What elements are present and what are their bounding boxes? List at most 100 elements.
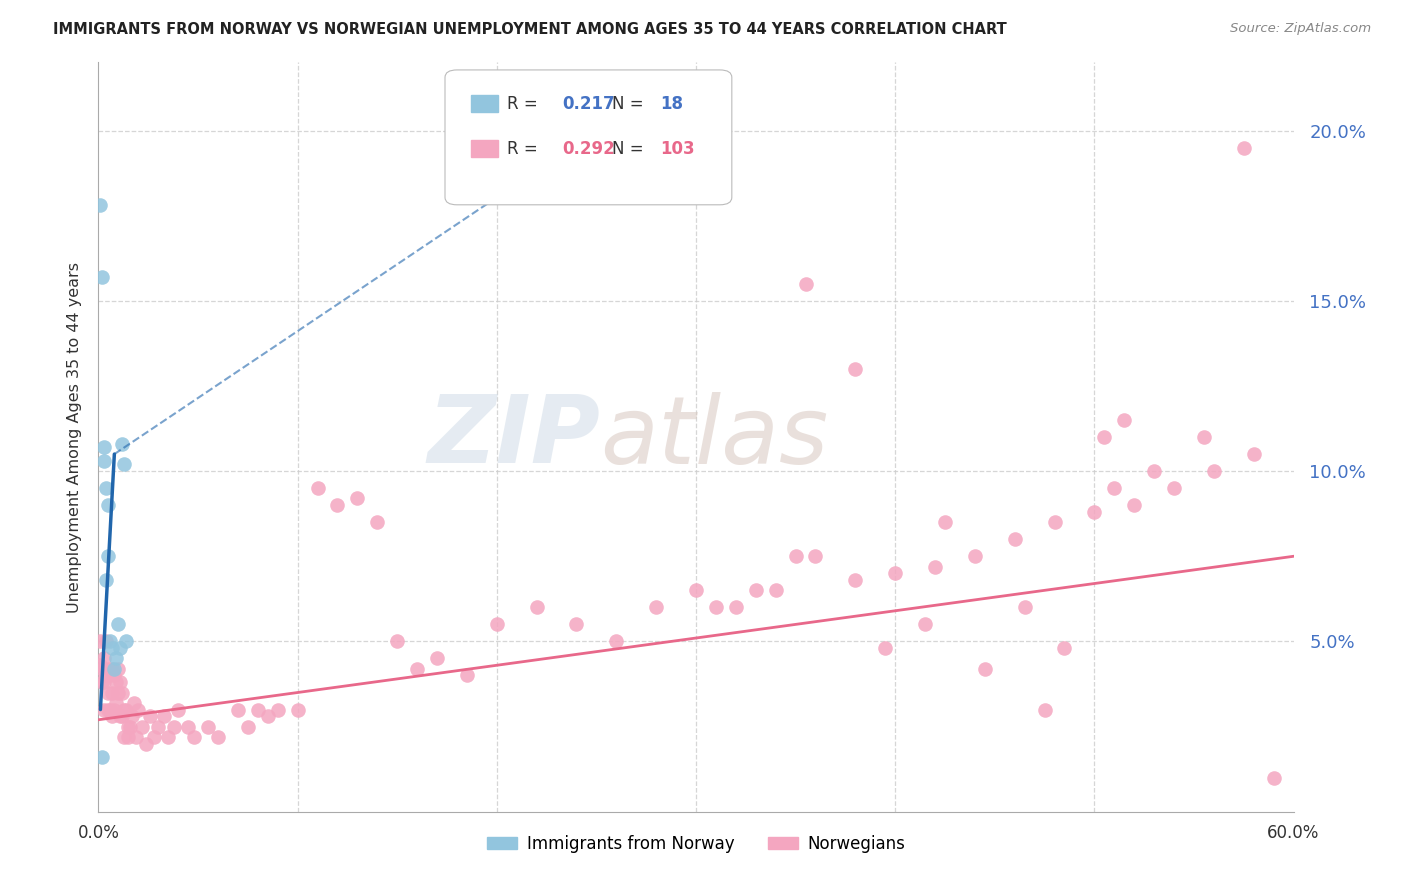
Point	[884, 566, 907, 581]
Point	[153, 709, 176, 723]
Point	[875, 641, 897, 656]
Point	[131, 720, 153, 734]
Point	[485, 617, 508, 632]
Point	[1004, 533, 1026, 547]
Point	[143, 730, 166, 744]
Point	[97, 498, 120, 512]
Point	[1092, 430, 1115, 444]
Point	[1143, 464, 1166, 478]
Point	[103, 702, 125, 716]
Text: R =: R =	[508, 95, 543, 112]
Point	[934, 515, 956, 529]
Point	[197, 720, 219, 734]
Point	[121, 709, 143, 723]
Point	[105, 675, 128, 690]
Bar	[471, 140, 498, 157]
Point	[97, 549, 120, 564]
Text: atlas: atlas	[600, 392, 828, 483]
Point	[226, 702, 249, 716]
Point	[97, 685, 120, 699]
Point	[110, 675, 132, 690]
Point	[914, 617, 936, 632]
Point	[605, 634, 627, 648]
Point	[93, 454, 115, 468]
Point	[307, 481, 329, 495]
Point	[1163, 481, 1185, 495]
Point	[93, 440, 115, 454]
Point	[724, 600, 747, 615]
Point	[1043, 515, 1066, 529]
Point	[963, 549, 986, 564]
Point	[1033, 702, 1056, 716]
Point	[207, 730, 229, 744]
Point	[96, 573, 118, 587]
Text: Source: ZipAtlas.com: Source: ZipAtlas.com	[1230, 22, 1371, 36]
Point	[346, 491, 368, 506]
Point	[97, 702, 120, 716]
Point	[107, 685, 129, 699]
Point	[101, 662, 124, 676]
Point	[115, 702, 138, 716]
Point	[148, 720, 170, 734]
Point	[1114, 413, 1136, 427]
Point	[326, 498, 349, 512]
Point	[794, 277, 817, 291]
Point	[125, 730, 148, 744]
Point	[98, 634, 122, 648]
Point	[685, 583, 707, 598]
Point	[785, 549, 807, 564]
Point	[127, 702, 149, 716]
Point	[107, 617, 129, 632]
Point	[91, 662, 114, 676]
Point	[526, 600, 548, 615]
Point	[163, 720, 186, 734]
Point	[1233, 140, 1256, 154]
Point	[117, 730, 139, 744]
Point	[107, 662, 129, 676]
FancyBboxPatch shape	[446, 70, 733, 205]
Text: 18: 18	[661, 95, 683, 112]
Point	[101, 641, 124, 656]
Point	[135, 737, 157, 751]
Legend: Immigrants from Norway, Norwegians: Immigrants from Norway, Norwegians	[479, 829, 912, 860]
Point	[456, 668, 478, 682]
Text: N =: N =	[613, 95, 650, 112]
Point	[844, 362, 866, 376]
Point	[236, 720, 259, 734]
Point	[256, 709, 278, 723]
Point	[704, 600, 727, 615]
Point	[120, 720, 142, 734]
Point	[110, 641, 132, 656]
Point	[844, 573, 866, 587]
Point	[1123, 498, 1146, 512]
Point	[1083, 505, 1105, 519]
Point	[98, 702, 122, 716]
Point	[924, 559, 946, 574]
Text: R =: R =	[508, 140, 543, 158]
Point	[406, 662, 429, 676]
Text: ZIP: ZIP	[427, 391, 600, 483]
Point	[645, 600, 668, 615]
Point	[101, 709, 124, 723]
Point	[1243, 447, 1265, 461]
Point	[111, 437, 134, 451]
Point	[98, 668, 122, 682]
Point	[287, 702, 309, 716]
Point	[1053, 641, 1076, 656]
Point	[765, 583, 787, 598]
Point	[105, 651, 128, 665]
Point	[1104, 481, 1126, 495]
Y-axis label: Unemployment Among Ages 35 to 44 years: Unemployment Among Ages 35 to 44 years	[66, 261, 82, 613]
Point	[96, 668, 118, 682]
Point	[112, 458, 135, 472]
Point	[93, 651, 115, 665]
Point	[115, 634, 138, 648]
Point	[426, 651, 449, 665]
Point	[93, 675, 115, 690]
Point	[117, 720, 139, 734]
Point	[183, 730, 205, 744]
Point	[177, 720, 200, 734]
Point	[1202, 464, 1225, 478]
Point	[111, 709, 134, 723]
Point	[565, 617, 588, 632]
